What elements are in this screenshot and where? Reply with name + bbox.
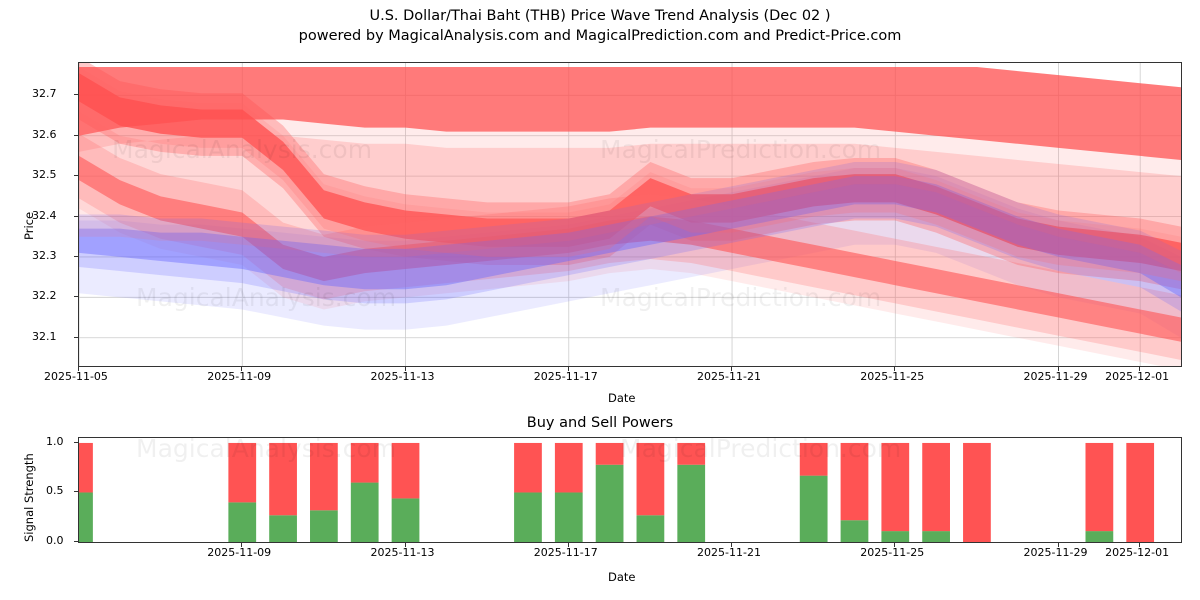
signal-x-tick: 2025-11-21 (697, 546, 761, 559)
signal-x-tick: 2025-12-01 (1105, 546, 1170, 559)
price-x-tickmark (241, 367, 243, 371)
signal-y-tickmark (74, 491, 78, 493)
signal-x-tick: 2025-11-09 (207, 546, 272, 559)
price-x-tick: 2025-11-17 (533, 370, 598, 383)
signal-x-tickmark (894, 543, 896, 547)
price-x-tickmark (894, 367, 896, 371)
price-x-tick: 2025-12-01 (1105, 370, 1170, 383)
price-y-tickmark (74, 215, 78, 217)
signal-x-tickmark (404, 543, 406, 547)
signal-x-tick: 2025-11-17 (533, 546, 598, 559)
price-x-tickmark (78, 367, 79, 371)
price-y-tickmark (74, 175, 78, 177)
price-y-axis-label: Price (22, 211, 36, 240)
price-y-tick: 32.3 (32, 248, 57, 262)
buy-sell-powers-plot (79, 442, 1155, 542)
price-x-tickmark (1057, 367, 1059, 371)
signal-x-tickmark (1057, 543, 1059, 547)
price-y-tickmark (74, 296, 78, 298)
price-y-tickmark (74, 336, 78, 338)
price-x-tick: 2025-11-25 (860, 370, 925, 383)
price-x-tickmark (567, 367, 569, 371)
price-y-tick: 32.6 (32, 127, 57, 141)
signal-y-tick: 0.0 (46, 534, 64, 547)
price-y-tick: 32.5 (32, 168, 57, 182)
price-y-tick: 32.1 (32, 329, 57, 343)
signal-y-tickmark (74, 441, 78, 443)
signal-y-tick: 1.0 (46, 434, 64, 448)
buy-sell-powers-chart (78, 437, 1182, 543)
price-x-tick: 2025-11-09 (207, 370, 272, 383)
signal-y-tick: 0.5 (46, 484, 64, 498)
signal-chart-title: Buy and Sell Powers (526, 415, 674, 431)
price-y-tickmark (74, 134, 78, 136)
price-y-tickmark (74, 94, 78, 96)
title-block: U.S. Dollar/Thai Baht (THB) Price Wave T… (0, 6, 1200, 46)
signal-x-tickmark (1139, 543, 1141, 547)
signal-x-axis-label: Date (608, 570, 636, 584)
signal-y-tickmark (74, 541, 78, 542)
price-y-tick: 32.4 (32, 208, 57, 222)
price-x-tick: 2025-11-21 (697, 370, 761, 383)
price-x-tickmark (1139, 367, 1141, 371)
signal-x-tickmark (731, 543, 733, 547)
price-x-tick: 2025-11-05 (44, 370, 108, 383)
signal-y-axis-label: Signal Strength (22, 453, 36, 542)
price-y-tickmark (74, 255, 78, 257)
price-y-tick: 32.7 (32, 87, 57, 101)
signal-x-tickmark (567, 543, 569, 547)
signal-x-tickmark (241, 543, 243, 547)
price-wave-chart (78, 62, 1182, 367)
price-x-tick: 2025-11-13 (370, 370, 435, 383)
price-y-tick: 32.2 (32, 289, 57, 303)
price-x-tickmark (731, 367, 733, 371)
page-title: U.S. Dollar/Thai Baht (THB) Price Wave T… (369, 8, 831, 24)
price-x-tick: 2025-11-29 (1023, 370, 1088, 383)
page-subtitle: powered by MagicalAnalysis.com and Magic… (298, 28, 902, 44)
signal-x-tick: 2025-11-29 (1023, 546, 1088, 559)
price-x-axis-label: Date (608, 391, 636, 405)
price-x-tickmark (404, 367, 406, 371)
signal-x-tick: 2025-11-25 (860, 546, 925, 559)
price-wave-plot (79, 63, 1181, 366)
signal-x-tick: 2025-11-13 (370, 546, 435, 559)
